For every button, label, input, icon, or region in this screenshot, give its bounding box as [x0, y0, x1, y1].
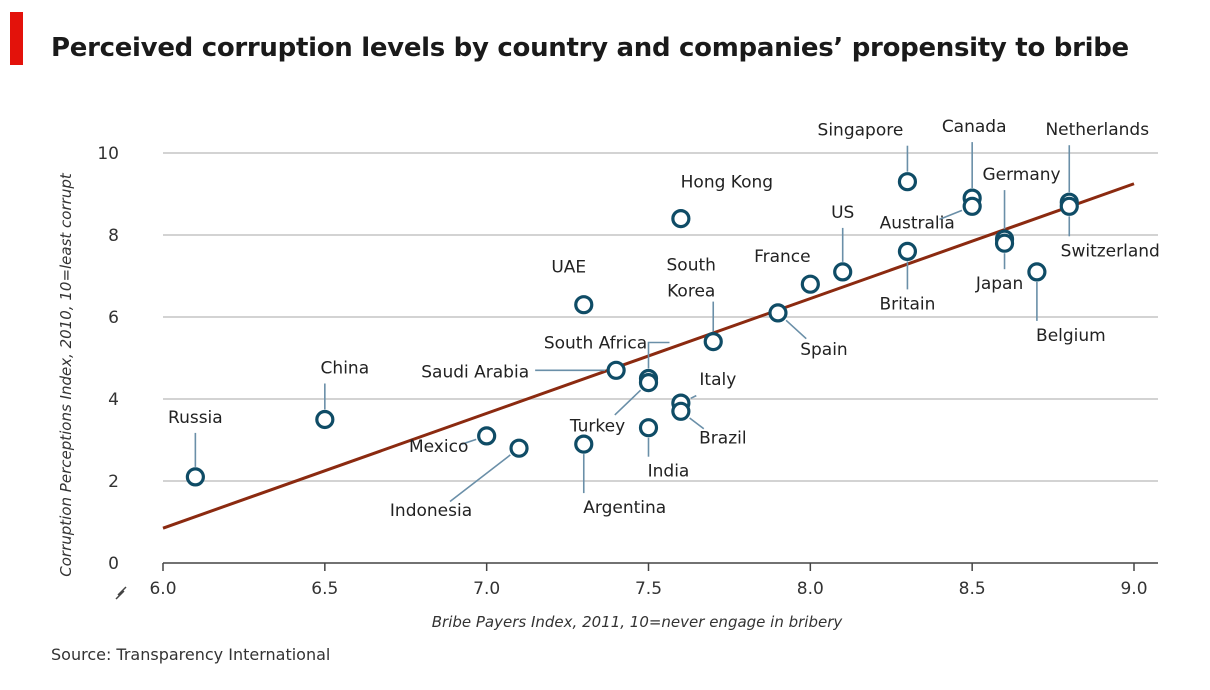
leader-line-australia: [939, 209, 963, 221]
point-label-japan: Japan: [975, 274, 1023, 294]
y-tick-label: 10: [97, 144, 119, 164]
x-tick-label: 7.5: [635, 579, 662, 599]
point-label-argentina: Argentina: [583, 498, 666, 518]
point-label-switzerland: Switzerland: [1061, 241, 1160, 261]
leader-line-indonesia: [449, 454, 511, 503]
data-point-spain: [768, 303, 788, 323]
x-tick-label: 8.0: [797, 579, 824, 599]
y-tick-label: 6: [108, 308, 119, 328]
x-axis-label: Bribe Payers Index, 2011, 10=never engag…: [432, 613, 844, 631]
point-label-us: US: [831, 203, 854, 223]
point-label-italy: Italy: [699, 370, 736, 390]
point-label-singapore: Singapore: [818, 121, 904, 141]
y-axis-label: Corruption Perceptions Index, 2010, 10=l…: [57, 172, 75, 577]
point-label-south-korea: Korea: [667, 282, 715, 302]
point-label-india: India: [648, 462, 690, 482]
y-tick-label: 0: [108, 554, 119, 574]
data-point-japan: [994, 233, 1015, 253]
data-point-switzerland: [1059, 196, 1079, 216]
source-note: Source: Transparency International: [51, 645, 331, 664]
axis-break-icon: [115, 586, 127, 600]
leader-line-brazil: [689, 417, 705, 430]
y-tick-label: 8: [108, 226, 119, 246]
point-label-australia: Australia: [880, 213, 955, 233]
data-point-india: [638, 418, 659, 438]
point-label-china: China: [321, 359, 370, 379]
data-point-france: [800, 274, 820, 294]
data-point-us: [833, 262, 853, 282]
leader-line-spain: [785, 319, 807, 340]
point-label-mexico: Mexico: [409, 437, 468, 457]
point-label-indonesia: Indonesia: [390, 501, 472, 521]
data-point-mexico: [477, 426, 497, 446]
point-label-germany: Germany: [982, 165, 1060, 185]
data-point-uae: [574, 295, 594, 315]
data-point-britain: [897, 241, 918, 261]
data-point-china: [315, 409, 335, 430]
data-point-argentina: [574, 434, 594, 454]
leader-line-italy: [690, 394, 697, 400]
data-point-belgium: [1027, 262, 1047, 282]
data-point-south-korea: [703, 332, 723, 352]
leader-line-south-africa: [647, 341, 670, 369]
point-label-britain: Britain: [879, 294, 935, 314]
data-point-indonesia: [509, 438, 529, 458]
brand-accent-bar: [10, 12, 23, 65]
y-tick-label: 2: [108, 472, 119, 492]
x-tick-label: 7.0: [473, 579, 500, 599]
point-label-hong-kong: Hong Kong: [681, 173, 773, 193]
x-tick-label: 6.0: [149, 579, 176, 599]
data-point-hong-kong: [671, 209, 691, 229]
point-label-russia: Russia: [168, 408, 223, 428]
point-label-uae: UAE: [551, 258, 586, 278]
x-tick-label: 9.0: [1120, 579, 1147, 599]
point-label-belgium: Belgium: [1036, 326, 1106, 346]
y-tick-label: 4: [108, 390, 119, 410]
x-tick-label: 8.5: [959, 579, 986, 599]
data-point-brazil: [671, 401, 691, 421]
point-label-canada: Canada: [942, 117, 1007, 137]
point-label-brazil: Brazil: [699, 428, 746, 448]
point-label-south-africa: South Africa: [544, 334, 647, 354]
point-label-spain: Spain: [800, 340, 848, 360]
data-point-russia: [185, 467, 205, 487]
data-point-singapore: [897, 172, 918, 192]
point-label-france: France: [754, 247, 811, 267]
chart-title: Perceived corruption levels by country a…: [51, 33, 1129, 63]
data-point-turkey: [638, 373, 659, 393]
point-label-south-korea: South: [667, 256, 716, 276]
data-point-australia: [962, 196, 982, 216]
point-label-saudi-arabia: Saudi Arabia: [421, 362, 529, 382]
x-tick-label: 6.5: [311, 579, 338, 599]
data-point-saudi-arabia: [606, 360, 626, 380]
point-label-turkey: Turkey: [569, 417, 625, 437]
point-label-netherlands: Netherlands: [1045, 120, 1149, 140]
leader-line-turkey: [614, 389, 642, 416]
leader-line-mexico: [461, 438, 477, 446]
